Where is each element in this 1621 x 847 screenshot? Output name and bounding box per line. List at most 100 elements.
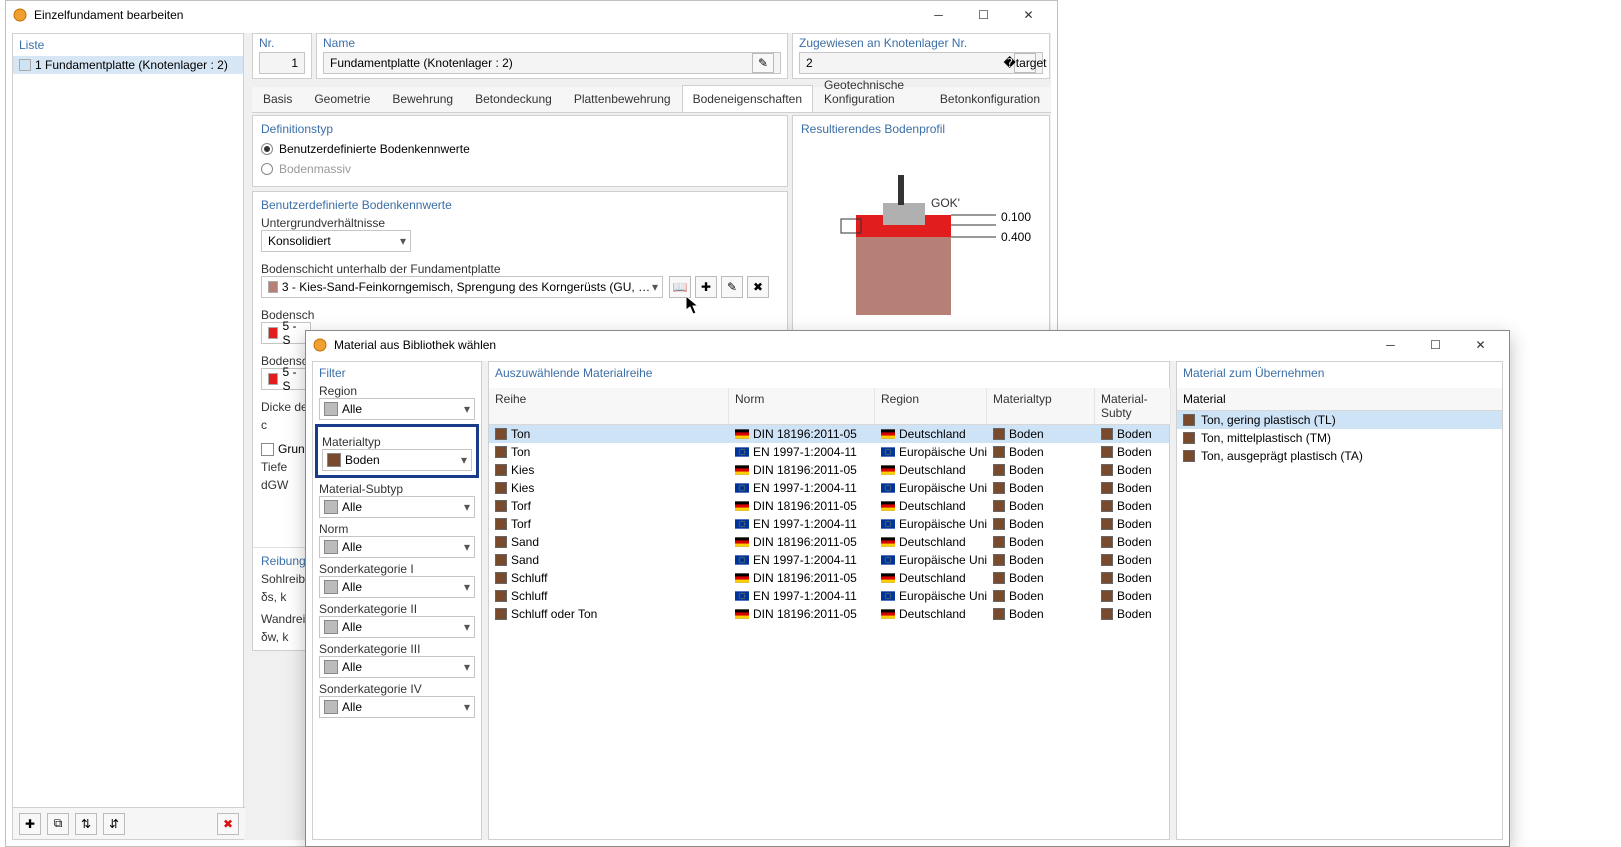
series-row[interactable]: SchluffDIN 18196:2011-05DeutschlandBoden… — [489, 569, 1169, 587]
lib-maximize-button[interactable]: ☐ — [1413, 331, 1458, 359]
series-table-header: ReiheNormRegionMaterialtypMaterial-Subty — [489, 388, 1169, 425]
definition-type-panel: Definitionstyp Benutzerdefinierte Bodenk… — [252, 115, 788, 187]
tab-basis[interactable]: Basis — [252, 85, 303, 112]
library-icon[interactable]: 📖 — [669, 276, 691, 298]
library-body: Filter Region Alle▾ Materialtyp Boden▾ M… — [312, 361, 1503, 840]
series-row[interactable]: TonEN 1997-1:2004-11Europäische UnionBod… — [489, 443, 1169, 461]
tab-geometrie[interactable]: Geometrie — [303, 85, 381, 112]
list-item[interactable]: 1 Fundamentplatte (Knotenlager : 2) — [13, 56, 243, 74]
series-row[interactable]: KiesEN 1997-1:2004-11Europäische UnionBo… — [489, 479, 1169, 497]
app-icon — [312, 337, 328, 353]
subsoil-value: Konsolidiert — [268, 234, 331, 248]
list-header: Liste — [13, 34, 243, 56]
copy-item-icon[interactable]: ⧉ — [47, 813, 69, 835]
subsoil-label: Untergrundverhältnisse — [261, 216, 779, 230]
series-row[interactable]: SandDIN 18196:2011-05DeutschlandBodenBod… — [489, 533, 1169, 551]
nr-value: 1 — [291, 56, 298, 70]
pick-node-icon[interactable]: �target — [1014, 53, 1036, 73]
material-type-value: Boden — [345, 453, 380, 467]
definition-type-title: Definitionstyp — [261, 122, 779, 136]
sk4-label: Sonderkategorie IV — [319, 682, 475, 696]
radio-bodenmassiv[interactable]: Bodenmassiv — [261, 162, 779, 176]
tool-a-icon[interactable]: ⇅ — [75, 813, 97, 835]
tab-betonkonfiguration[interactable]: Betonkonfiguration — [929, 85, 1051, 112]
tab-betondeckung[interactable]: Betondeckung — [464, 85, 563, 112]
tab-bewehrung[interactable]: Bewehrung — [381, 85, 464, 112]
nr-field[interactable]: 1 — [259, 52, 305, 74]
material-row[interactable]: Ton, ausgeprägt plastisch (TA) — [1177, 447, 1502, 465]
series-row[interactable]: TonDIN 18196:2011-05DeutschlandBodenBode… — [489, 425, 1169, 443]
edit-name-icon[interactable]: ✎ — [752, 53, 774, 73]
sk2-dropdown[interactable]: Alle▾ — [319, 616, 475, 638]
region-value: Alle — [342, 402, 362, 416]
material-pick-panel: Material zum Übernehmen Material Ton, ge… — [1176, 361, 1503, 840]
profile-diagram: GOK' 0.100 0.400 — [801, 140, 1041, 320]
sk4-value: Alle — [342, 700, 362, 714]
tabs: BasisGeometrieBewehrungBetondeckungPlatt… — [252, 87, 1051, 113]
tab-bodeneigenschaften[interactable]: Bodeneigenschaften — [682, 85, 813, 112]
material-type-dropdown[interactable]: Boden▾ — [322, 449, 472, 471]
sk1-label: Sonderkategorie I — [319, 562, 475, 576]
col-header[interactable]: Materialtyp — [987, 388, 1095, 424]
layer-below-label: Bodenschicht unterhalb der Fundamentplat… — [261, 262, 779, 276]
minimize-button[interactable]: ─ — [916, 1, 961, 29]
col-header[interactable]: Reihe — [489, 388, 729, 424]
material-row[interactable]: Ton, mittelplastisch (TM) — [1177, 429, 1502, 447]
norm-dropdown[interactable]: Alle▾ — [319, 536, 475, 558]
chevron-down-icon: ▾ — [464, 580, 470, 594]
library-title: Material aus Bibliothek wählen — [334, 338, 1368, 352]
lib-close-button[interactable]: ✕ — [1458, 331, 1503, 359]
side-layer-a-dropdown[interactable]: 5 - S — [261, 322, 311, 344]
radio-bodenmassiv-label: Bodenmassiv — [279, 162, 351, 176]
material-row[interactable]: Ton, gering plastisch (TL) — [1177, 411, 1502, 429]
name-field[interactable]: Fundamentplatte (Knotenlager : 2) ✎ — [323, 52, 781, 74]
series-row[interactable]: TorfEN 1997-1:2004-11Europäische UnionBo… — [489, 515, 1169, 533]
col-header[interactable]: Region — [875, 388, 987, 424]
chevron-down-icon: ▾ — [400, 234, 406, 248]
nr-panel: Nr. 1 — [252, 33, 312, 79]
profile-title: Resultierendes Bodenprofil — [801, 122, 1041, 136]
chevron-down-icon: ▾ — [464, 500, 470, 514]
new-material-icon[interactable]: ✚ — [695, 276, 717, 298]
norm-label: Norm — [319, 522, 475, 536]
col-header[interactable]: Norm — [729, 388, 875, 424]
chevron-down-icon: ▾ — [464, 620, 470, 634]
side-layer-b-dropdown[interactable]: 5 - S — [261, 368, 311, 390]
material-pick-title: Material zum Übernehmen — [1177, 362, 1502, 384]
series-row[interactable]: SchluffEN 1997-1:2004-11Europäische Unio… — [489, 587, 1169, 605]
lib-minimize-button[interactable]: ─ — [1368, 331, 1413, 359]
dim-bottom: 0.400 — [1001, 230, 1031, 244]
region-label: Region — [319, 384, 475, 398]
radio-user-defined[interactable]: Benutzerdefinierte Bodenkennwerte — [261, 142, 779, 156]
tab-geotechnische-konfiguration[interactable]: Geotechnische Konfiguration — [813, 71, 929, 112]
series-row[interactable]: TorfDIN 18196:2011-05DeutschlandBodenBod… — [489, 497, 1169, 515]
subsoil-dropdown[interactable]: Konsolidiert ▾ — [261, 230, 411, 252]
series-row[interactable]: KiesDIN 18196:2011-05DeutschlandBodenBod… — [489, 461, 1169, 479]
gok-label: GOK' — [931, 196, 960, 210]
close-button[interactable]: ✕ — [1006, 1, 1051, 29]
edit-material-icon[interactable]: ✎ — [721, 276, 743, 298]
material-subtype-dropdown[interactable]: Alle▾ — [319, 496, 475, 518]
delete-item-icon[interactable]: ✖ — [217, 813, 239, 835]
layer-below-dropdown[interactable]: 3 - Kies-Sand-Feinkorngemisch, Sprengung… — [261, 276, 663, 298]
tool-b-icon[interactable]: ⇵ — [103, 813, 125, 835]
library-titlebar: Material aus Bibliothek wählen ─ ☐ ✕ — [306, 331, 1509, 359]
delete-material-icon[interactable]: ✖ — [747, 276, 769, 298]
maximize-button[interactable]: ☐ — [961, 1, 1006, 29]
series-row[interactable]: Schluff oder TonDIN 18196:2011-05Deutsch… — [489, 605, 1169, 623]
new-item-icon[interactable]: ✚ — [19, 813, 41, 835]
sk3-dropdown[interactable]: Alle▾ — [319, 656, 475, 678]
col-header[interactable]: Material-Subty — [1095, 388, 1171, 424]
radio-dot-icon — [261, 143, 273, 155]
app-icon — [12, 7, 28, 23]
layer-swatch — [268, 373, 278, 385]
pick-table-body: Ton, gering plastisch (TL)Ton, mittelpla… — [1177, 411, 1502, 465]
sk4-dropdown[interactable]: Alle▾ — [319, 696, 475, 718]
region-dropdown[interactable]: Alle▾ — [319, 398, 475, 420]
material-type-label: Materialtyp — [322, 435, 472, 449]
layer-swatch — [268, 327, 278, 339]
filter-title: Filter — [319, 366, 475, 380]
sk1-dropdown[interactable]: Alle▾ — [319, 576, 475, 598]
series-row[interactable]: SandEN 1997-1:2004-11Europäische UnionBo… — [489, 551, 1169, 569]
tab-plattenbewehrung[interactable]: Plattenbewehrung — [563, 85, 682, 112]
